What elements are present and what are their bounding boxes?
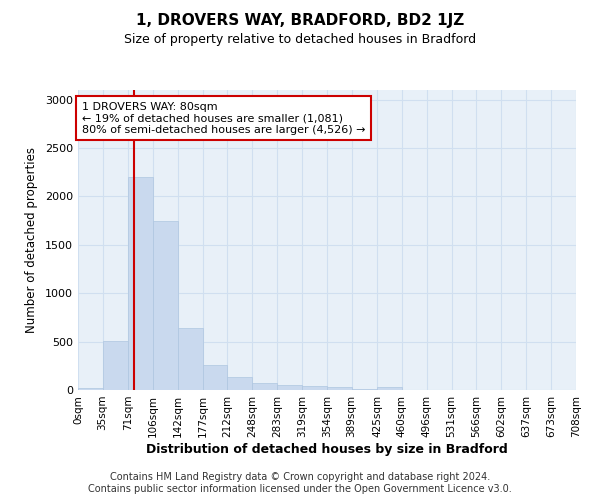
- Text: 1, DROVERS WAY, BRADFORD, BD2 1JZ: 1, DROVERS WAY, BRADFORD, BD2 1JZ: [136, 12, 464, 28]
- Bar: [377, 388, 401, 390]
- Text: Contains public sector information licensed under the Open Government Licence v3: Contains public sector information licen…: [88, 484, 512, 494]
- Bar: [227, 378, 253, 390]
- Bar: [277, 385, 302, 390]
- Bar: [327, 387, 352, 390]
- Bar: [352, 389, 377, 390]
- Bar: [152, 220, 178, 390]
- Bar: [128, 177, 152, 390]
- Text: 1 DROVERS WAY: 80sqm
← 19% of detached houses are smaller (1,081)
80% of semi-de: 1 DROVERS WAY: 80sqm ← 19% of detached h…: [82, 102, 365, 135]
- Bar: [302, 386, 327, 390]
- Text: Contains HM Land Registry data © Crown copyright and database right 2024.: Contains HM Land Registry data © Crown c…: [110, 472, 490, 482]
- Text: Size of property relative to detached houses in Bradford: Size of property relative to detached ho…: [124, 32, 476, 46]
- Bar: [178, 328, 203, 390]
- Text: Distribution of detached houses by size in Bradford: Distribution of detached houses by size …: [146, 442, 508, 456]
- Bar: [203, 366, 227, 390]
- Y-axis label: Number of detached properties: Number of detached properties: [25, 147, 38, 333]
- Bar: [78, 388, 103, 390]
- Bar: [103, 340, 128, 390]
- Bar: [253, 383, 277, 390]
